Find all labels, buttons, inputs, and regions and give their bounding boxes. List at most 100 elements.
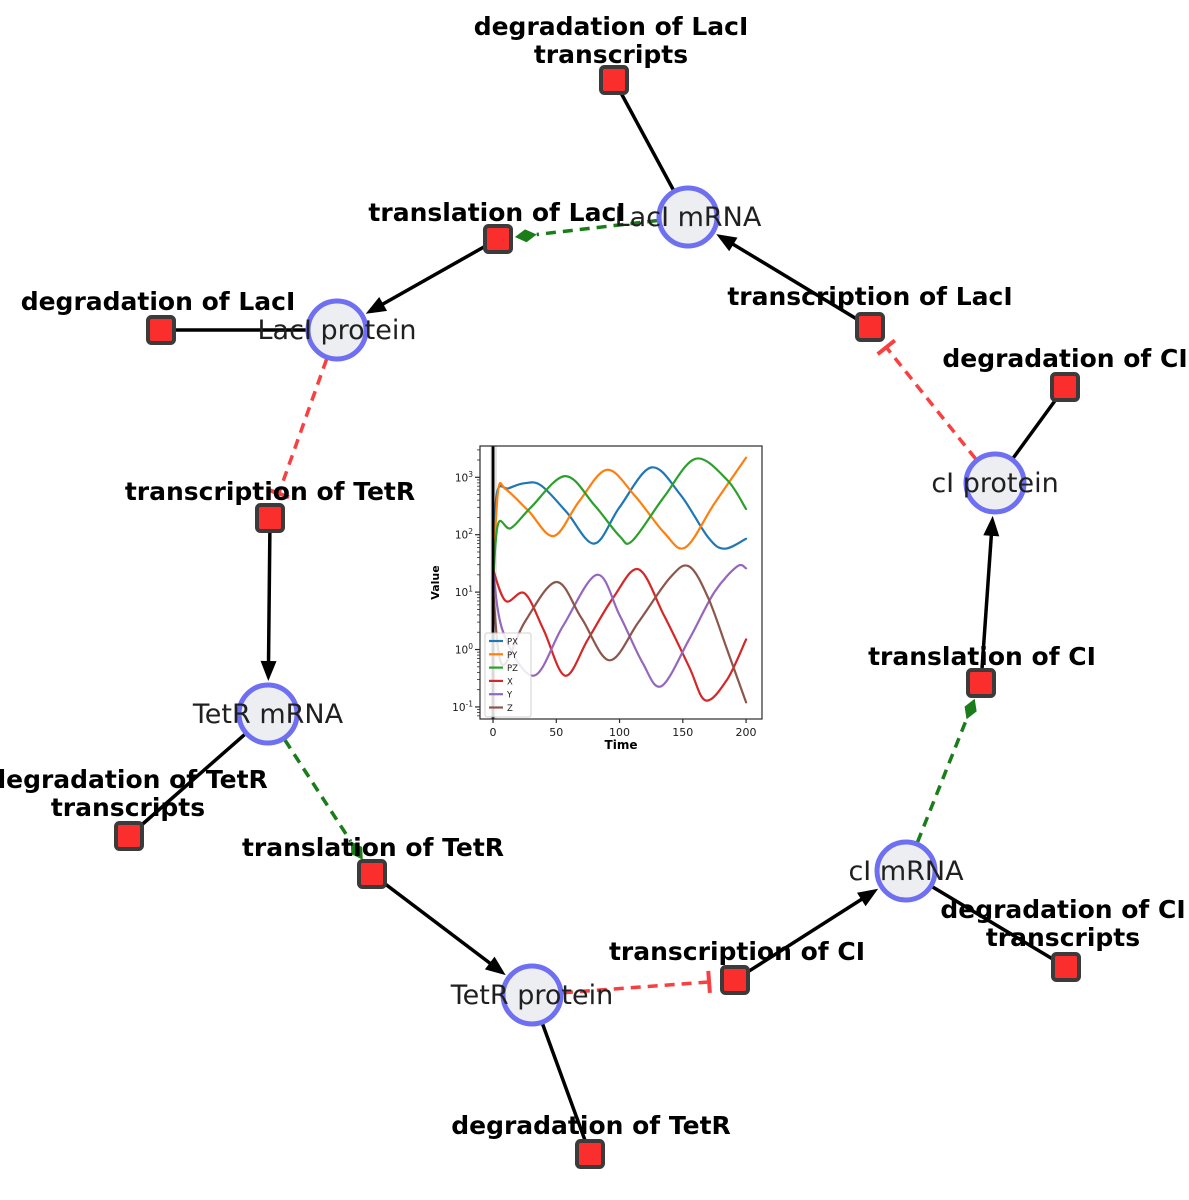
node-deg_lacI_tx[interactable] — [599, 65, 629, 95]
edge-tetR_mRNA-translation_tetR-diamond — [350, 841, 363, 860]
species-circle — [963, 451, 1027, 515]
node-tetR_mRNA[interactable] — [236, 682, 300, 746]
reaction-square — [855, 312, 885, 342]
edge-tetR_mRNA-translation_tetR — [283, 739, 353, 843]
edge-cI_mRNA-translation_cI — [915, 718, 969, 843]
x-tick-label: 100 — [609, 726, 630, 739]
label-translation_cI: translation of CI — [868, 642, 1096, 671]
reaction-square — [114, 821, 144, 851]
reaction-square — [1050, 372, 1080, 402]
node-tetR_protein[interactable] — [500, 963, 564, 1027]
node-transcription_cI[interactable] — [720, 965, 750, 995]
reaction-square — [146, 315, 176, 345]
legend-label-PX: PX — [507, 638, 518, 648]
reaction-square — [357, 859, 387, 889]
node-translation_tetR[interactable] — [357, 859, 387, 889]
node-lacI_protein[interactable] — [305, 298, 369, 362]
label-transcription_tetR: transcription of TetR — [125, 477, 415, 506]
x-tick-label: 150 — [672, 726, 693, 739]
label-cI_mRNA: cI mRNA — [848, 856, 964, 887]
x-tick-label: 0 — [490, 726, 497, 739]
inset-chart: 0 50 100 150 200 10-1 100 101 102 103 Time Value PX P… — [425, 433, 781, 763]
species-circle — [500, 963, 564, 1027]
legend-label-PZ: PZ — [507, 664, 518, 674]
edge-translation_cI-cI_protein-arrowhead — [983, 515, 1000, 537]
reaction-square — [575, 1139, 605, 1169]
edge-transcription_lacI-lacI_mRNA — [727, 239, 859, 321]
y-tick-label: 100 — [455, 642, 473, 657]
edge-lacI_protein-transcription_tetR — [277, 358, 329, 495]
y-axis-label: Value — [429, 565, 442, 599]
label-tetR_protein: TetR protein — [450, 980, 613, 1011]
edge-cI_protein-transcription_lacI-tee — [876, 338, 897, 356]
species-circle — [874, 839, 938, 903]
edge-lacI_mRNA-translation_lacI-diamond — [514, 229, 537, 243]
label-translation_tetR: translation of TetR — [242, 833, 504, 862]
edge-transcription_cI-cI_mRNA — [746, 894, 868, 974]
legend-label-Y: Y — [506, 691, 513, 701]
label-deg_lacI: degradation of LacI — [21, 287, 296, 316]
series-PY — [491, 456, 748, 579]
edge-translation_cI-cI_protein — [980, 529, 994, 669]
reaction-square — [483, 224, 513, 254]
species-circle — [236, 682, 300, 746]
reaction-square — [1051, 952, 1081, 982]
x-tick-label: 50 — [549, 726, 563, 739]
legend-label-X: X — [507, 677, 513, 687]
nodes-layer — [114, 65, 1081, 1169]
node-lacI_mRNA[interactable] — [656, 185, 720, 249]
label-deg_cI: degradation of CI — [942, 344, 1187, 373]
edge-cI_mRNA-translation_cI-diamond — [964, 698, 977, 720]
series-PZ — [491, 457, 748, 585]
labels-layer: LacI mRNA LacI protein TetR mRNA TetR prote… — [0, 12, 1188, 1140]
edge-translation_tetR-tetR_protein — [382, 881, 496, 969]
y-tick-label: 102 — [455, 527, 473, 542]
node-deg_tetR[interactable] — [575, 1139, 605, 1169]
label-lacI_protein: LacI protein — [258, 315, 417, 346]
node-deg_tetR_tx[interactable] — [114, 821, 144, 851]
edge-cI_protein-transcription_lacI — [884, 346, 977, 460]
edge-translation_tetR-tetR_protein-arrowhead — [484, 956, 506, 976]
edge-tetR_protein-transcription_cI — [562, 980, 710, 995]
edge-transcription_cI-cI_mRNA-arrowhead — [857, 888, 879, 907]
x-tick-label: 200 — [736, 726, 757, 739]
species-circle — [305, 298, 369, 362]
reaction-square — [599, 65, 629, 95]
node-deg_cI_tx[interactable] — [1051, 952, 1081, 982]
edge-transcription_tetR-tetR_mRNA-arrowhead — [260, 660, 277, 682]
edge-lacI_mRNA-translation_lacI — [536, 218, 658, 237]
edge-tetR_protein-transcription_cI-tee — [706, 970, 712, 994]
label-deg_lacI_tx: degradation of LacI transcripts — [474, 12, 749, 69]
node-cI_protein[interactable] — [963, 451, 1027, 515]
label-deg_tetR_tx: degradation of TetR transcripts — [0, 765, 268, 822]
node-cI_mRNA[interactable] — [874, 839, 938, 903]
edge-translation_lacI-lacI_protein-arrowhead — [365, 296, 388, 314]
y-tick-label: 103 — [455, 470, 473, 485]
axes-frame — [479, 445, 763, 720]
node-deg_cI[interactable] — [1050, 372, 1080, 402]
reaction-square — [966, 668, 996, 698]
legend-label-Z: Z — [507, 704, 513, 714]
node-translation_lacI[interactable] — [483, 224, 513, 254]
label-lacI_mRNA: LacI mRNA — [615, 202, 762, 233]
label-translation_lacI: translation of LacI — [368, 198, 625, 227]
edge-lacI_protein-transcription_tetR-tee — [267, 487, 290, 500]
label-transcription_cI: transcription of CI — [609, 937, 865, 966]
chart-svg: 0 50 100 150 20010-1100101102103TimeValuePXP… — [429, 445, 763, 752]
label-deg_tetR: degradation of TetR — [451, 1111, 731, 1140]
node-transcription_tetR[interactable] — [255, 503, 285, 533]
node-deg_lacI[interactable] — [146, 315, 176, 345]
label-cI_protein: cI protein — [931, 468, 1058, 499]
reaction-square — [720, 965, 750, 995]
edge-transcription_lacI-lacI_mRNA-arrowhead — [716, 234, 738, 252]
species-circle — [656, 185, 720, 249]
legend: PX PY PZ XYZ — [484, 632, 532, 718]
label-deg_cI_tx: degradation of CI transcripts — [940, 895, 1185, 952]
y-tick-label: 101 — [455, 585, 473, 600]
node-transcription_lacI[interactable] — [855, 312, 885, 342]
node-translation_cI[interactable] — [966, 668, 996, 698]
x-axis-label: Time — [605, 738, 638, 752]
label-tetR_mRNA: TetR mRNA — [192, 699, 344, 730]
